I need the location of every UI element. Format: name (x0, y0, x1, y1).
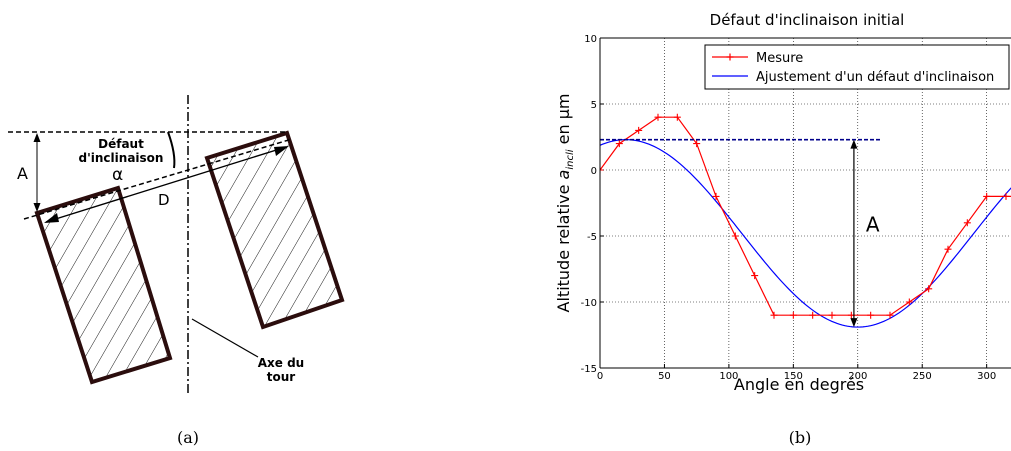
inclined-dashed-line (23, 138, 293, 220)
measure-point (867, 311, 875, 319)
amplitude-label: A (866, 212, 880, 236)
measure-point (809, 311, 817, 319)
label-defaut-line1: Défaut (98, 137, 144, 151)
chart-series (600, 113, 1011, 328)
measure-point (712, 192, 720, 200)
measure-point (963, 219, 971, 227)
label-defaut-line2: d'inclinaison (79, 151, 164, 165)
x-tick-label: 50 (658, 371, 671, 382)
legend-marker-mesure-icon (726, 53, 734, 61)
y-axis-label-symbol: a (554, 170, 573, 180)
measure-point (635, 126, 643, 134)
alpha-angle-arc-icon (167, 131, 176, 169)
axis-label-pointer (191, 318, 259, 358)
label-a: A (17, 164, 28, 183)
chart-annotations: A (600, 138, 881, 328)
x-axis-label: Angle en degrés (734, 375, 864, 394)
left-tool-rectangle (34, 185, 173, 385)
d-arrow-head-left-icon (44, 213, 59, 223)
x-tick-label: 150 (784, 371, 803, 382)
amplitude-arrow-top-icon (850, 139, 858, 149)
y-axis-label-suffix: en µm (554, 94, 573, 150)
caption-b: (b) (789, 428, 812, 447)
d-arrow-head-right-icon (274, 146, 289, 156)
legend-box (704, 44, 1010, 90)
legend: Mesure Ajustement d'un défaut d'inclinai… (704, 44, 1010, 90)
legend-label-fit: Ajustement d'un défaut d'inclinaison (756, 70, 994, 85)
right-tool-rectangle (204, 130, 345, 330)
label-alpha: α (112, 165, 123, 185)
y-tick-label: 0 (591, 166, 597, 177)
label-axe-line1: Axe du (258, 356, 304, 370)
caption-a: (a) (177, 428, 199, 447)
measure-point (654, 113, 662, 121)
a-arrow-head-top-icon (33, 133, 41, 142)
chart-grid (600, 38, 1011, 368)
measure-point (886, 311, 894, 319)
x-tick-label: 250 (913, 371, 932, 382)
y-tick-label: 5 (591, 100, 597, 111)
chart-title: Défaut d'inclinaison initial (710, 11, 905, 29)
x-tick-label: 100 (719, 371, 738, 382)
legend-label-mesure: Mesure (756, 51, 803, 66)
y-axis-label-prefix: Altitude relative (554, 179, 573, 312)
x-tick-label: 200 (848, 371, 867, 382)
measure-point (944, 245, 952, 253)
d-inclined-arrow (45, 146, 287, 223)
y-tick-label: -5 (587, 232, 597, 243)
y-tick-label: -15 (581, 364, 597, 375)
label-d: D (158, 191, 170, 209)
measure-point (731, 232, 739, 240)
y-tick-label: -10 (581, 298, 597, 309)
a-arrow-head-bottom-icon (33, 203, 41, 212)
x-tick-label: 300 (977, 371, 996, 382)
chart-panel: Défaut d'inclinaison initial 0 50 100 150 20… (554, 11, 1011, 394)
measure-point (600, 166, 604, 174)
x-tick-label: 0 (597, 371, 603, 382)
measure-point (1002, 192, 1010, 200)
measure-point (693, 140, 701, 148)
label-axe-line2: tour (267, 370, 296, 384)
measure-point (751, 272, 759, 280)
measure-point (615, 140, 623, 148)
measure-point (828, 311, 836, 319)
y-tick-label: 10 (584, 34, 597, 45)
measure-series-line (600, 116, 1011, 316)
y-axis-label: Altitude relative aincli en µm (554, 94, 576, 313)
measure-point (673, 113, 681, 121)
diagram-panel: A α D Défaut d'inclinaison Axe du tour (8, 95, 345, 393)
measure-point (983, 192, 991, 200)
y-axis-label-subscript: incli (565, 149, 576, 169)
amplitude-arrow-bottom-icon (850, 318, 858, 328)
fit-curve-line (600, 139, 1011, 328)
measure-point (905, 298, 913, 306)
measure-point (925, 285, 933, 293)
measure-point (770, 311, 778, 319)
measure-point (789, 311, 797, 319)
